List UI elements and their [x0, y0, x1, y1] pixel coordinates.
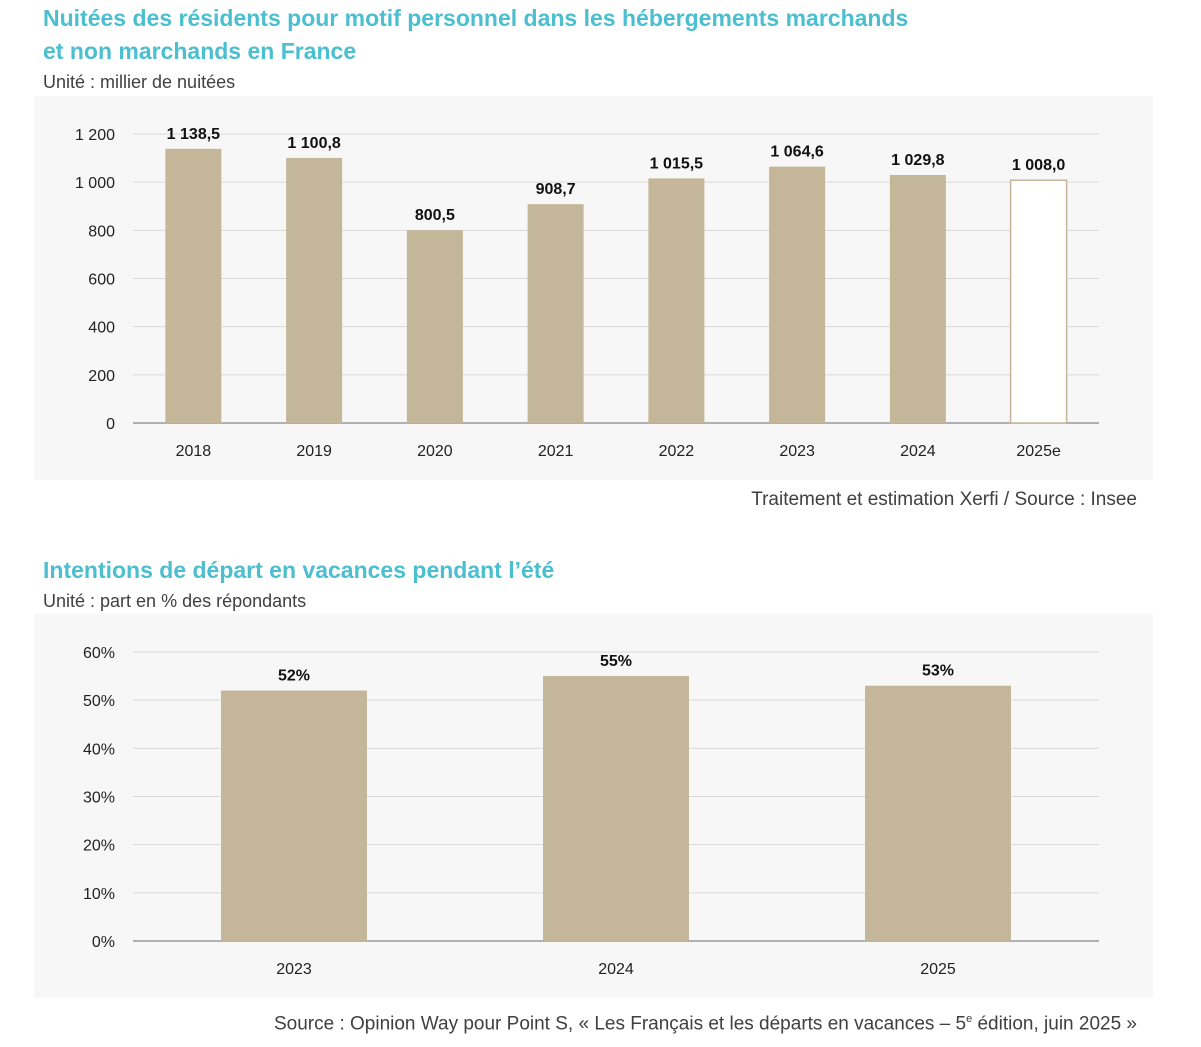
- chart1-x-tick-label: 2025e: [1016, 443, 1061, 460]
- chart2-bar-2023: [221, 690, 367, 941]
- chart1-x-tick-label: 2019: [296, 443, 332, 460]
- chart1-plot: 0 200 400 600 800 1 000 1 200 1 138,5 2018 1 100,…: [75, 126, 1099, 460]
- chart2-data-label: 52%: [278, 668, 310, 685]
- chart1-y-tick-label: 400: [88, 320, 115, 337]
- chart1-data-label: 800,5: [415, 207, 455, 224]
- chart1-data-label: 908,7: [536, 181, 576, 198]
- chart1-bar-2023: [769, 166, 826, 423]
- chart1-data-label: 1 015,5: [650, 155, 703, 172]
- chart1-x-tick-label: 2020: [417, 443, 453, 460]
- chart2-y-tick-label: 20%: [83, 838, 115, 855]
- chart1-source: Traitement et estimation Xerfi / Source …: [751, 489, 1137, 510]
- chart2-y-tick-label: 50%: [83, 693, 115, 710]
- chart2-y-tick-label: 10%: [83, 886, 115, 903]
- chart2-data-label: 53%: [922, 663, 954, 680]
- chart1-title-line2: et non marchands en France: [43, 38, 357, 64]
- chart1-x-tick-label: 2024: [900, 443, 936, 460]
- chart2-source: Source : Opinion Way pour Point S, « Les…: [274, 1008, 1137, 1035]
- chart2-panel: 0% 10% 20% 30% 40% 50% 60% 52% 2023 55% 2024 53% 202…: [34, 614, 1153, 998]
- chart1-data-label: 1 029,8: [891, 152, 944, 169]
- chart1-bar-2019: [286, 157, 343, 423]
- chart1-x-tick-label: 2021: [538, 443, 574, 460]
- chart1-bar-2024: [889, 174, 946, 423]
- chart1-x-tick-label: 2023: [779, 443, 815, 460]
- chart1-bar-2018: [165, 148, 222, 423]
- chart2-y-tick-label: 60%: [83, 645, 115, 662]
- chart1-bar-2020: [406, 230, 463, 423]
- chart1-y-tick-label: 800: [88, 223, 115, 240]
- chart2-y-tick-label: 30%: [83, 790, 115, 807]
- chart2-bar-2025: [865, 685, 1011, 941]
- chart1-data-label: 1 064,6: [770, 144, 823, 161]
- chart1-y-tick-label: 1 000: [75, 175, 115, 192]
- chart2-y-tick-label: 40%: [83, 741, 115, 758]
- chart1-x-tick-label: 2018: [176, 443, 212, 460]
- chart1-panel: 0 200 400 600 800 1 000 1 200 1 138,5 2018 1 100,…: [34, 96, 1153, 480]
- chart2-title: Intentions de départ en vacances pendant…: [43, 557, 555, 583]
- chart2-unit: Unité : part en % des répondants: [43, 591, 307, 611]
- chart2-source-end: édition, juin 2025 »: [972, 1013, 1137, 1035]
- chart1-y-tick-label: 200: [88, 368, 115, 385]
- chart1-title-line1: Nuitées des résidents pour motif personn…: [43, 5, 909, 31]
- chart1-y-tick-label: 600: [88, 272, 115, 289]
- chart2-x-tick-label: 2025: [920, 961, 956, 978]
- chart1-bar-2022: [648, 178, 705, 423]
- chart1-unit: Unité : millier de nuitées: [43, 72, 236, 92]
- chart2-source-sup: e: [966, 1013, 973, 1025]
- chart1-data-label: 1 008,0: [1012, 157, 1065, 174]
- chart2-x-tick-label: 2024: [598, 961, 634, 978]
- chart1-data-label: 1 138,5: [167, 126, 220, 143]
- chart2-x-tick-label: 2023: [276, 961, 312, 978]
- chart1-bar-2025e: [1009, 179, 1068, 424]
- chart1-title: Nuitées des résidents pour motif personn…: [43, 2, 908, 68]
- chart1-x-tick-label: 2022: [659, 443, 695, 460]
- chart1-data-label: 1 100,8: [287, 135, 340, 152]
- chart1-y-tick-label: 1 200: [75, 127, 115, 144]
- chart2-bar-2024: [543, 676, 689, 941]
- chart2-source-text: Source : Opinion Way pour Point S, « Les…: [273, 1013, 967, 1035]
- chart2-y-tick-label: 0%: [92, 934, 115, 951]
- chart1-bar-2021: [527, 204, 584, 423]
- chart1-y-tick-label: 0: [106, 416, 115, 433]
- chart2-plot: 0% 10% 20% 30% 40% 50% 60% 52% 2023 55% 2024 53% 202…: [83, 645, 1099, 978]
- chart2-data-label: 55%: [600, 653, 632, 670]
